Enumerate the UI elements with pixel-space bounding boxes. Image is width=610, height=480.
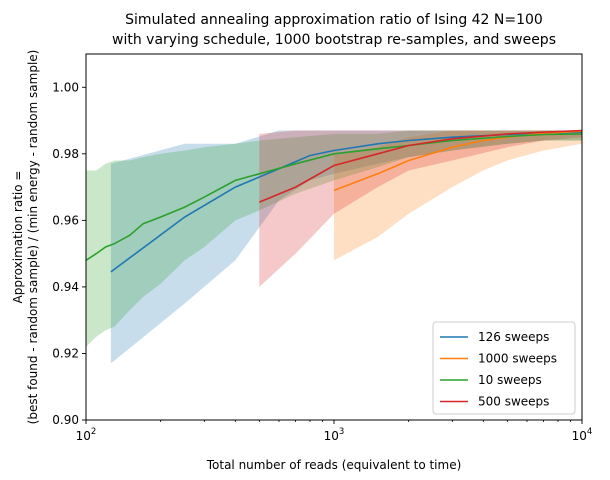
chart-title-line-2: with varying schedule, 1000 bootstrap re… [112,32,556,48]
confidence-bands [86,130,583,364]
x-tick-label: 103 [324,427,345,443]
y-tick-label: 0.96 [52,213,79,227]
confidence-band-1 [334,130,582,261]
chart-title-line-1: Simulated annealing approximation ratio … [125,12,543,28]
y-axis: 0.90 0.92 0.94 0.96 0.98 1.00 [52,80,86,427]
legend-label-0: 126 sweeps [478,330,549,344]
plot-area [85,53,583,421]
y-tick-label: 0.98 [52,147,79,161]
y-axis-label-line-2: (best found - random sample) / (min ener… [26,50,40,425]
legend: 126 sweeps 1000 sweeps 10 sweeps 500 sweeps [432,321,576,415]
y-tick-label: 1.00 [52,80,79,94]
x-axis-label: Total number of reads (equivalent to tim… [206,458,462,472]
legend-label-2: 10 sweeps [478,373,542,387]
y-tick-label: 0.94 [52,280,79,294]
y-axis-label-line-1: Approximation ratio = [11,171,25,304]
series-lines [85,129,583,273]
y-tick-label: 0.90 [52,413,79,427]
series-line-2 [85,133,583,261]
confidence-band-2 [86,130,582,347]
chart-title: Simulated annealing approximation ratio … [112,12,556,48]
confidence-band-0 [110,130,583,364]
series-line-3 [258,129,583,203]
y-axis-label: Approximation ratio = (best found - rand… [11,50,40,425]
legend-label-1: 1000 sweeps [478,352,557,366]
x-tick-label: 102 [76,427,97,443]
x-axis: 102 103 104 [76,420,593,443]
legend-box [432,321,576,415]
y-tick-label: 0.92 [52,346,79,360]
series-line-1 [333,130,583,192]
confidence-band-3 [259,130,582,287]
legend-label-3: 500 sweeps [478,395,549,409]
x-tick-label: 104 [572,427,593,443]
